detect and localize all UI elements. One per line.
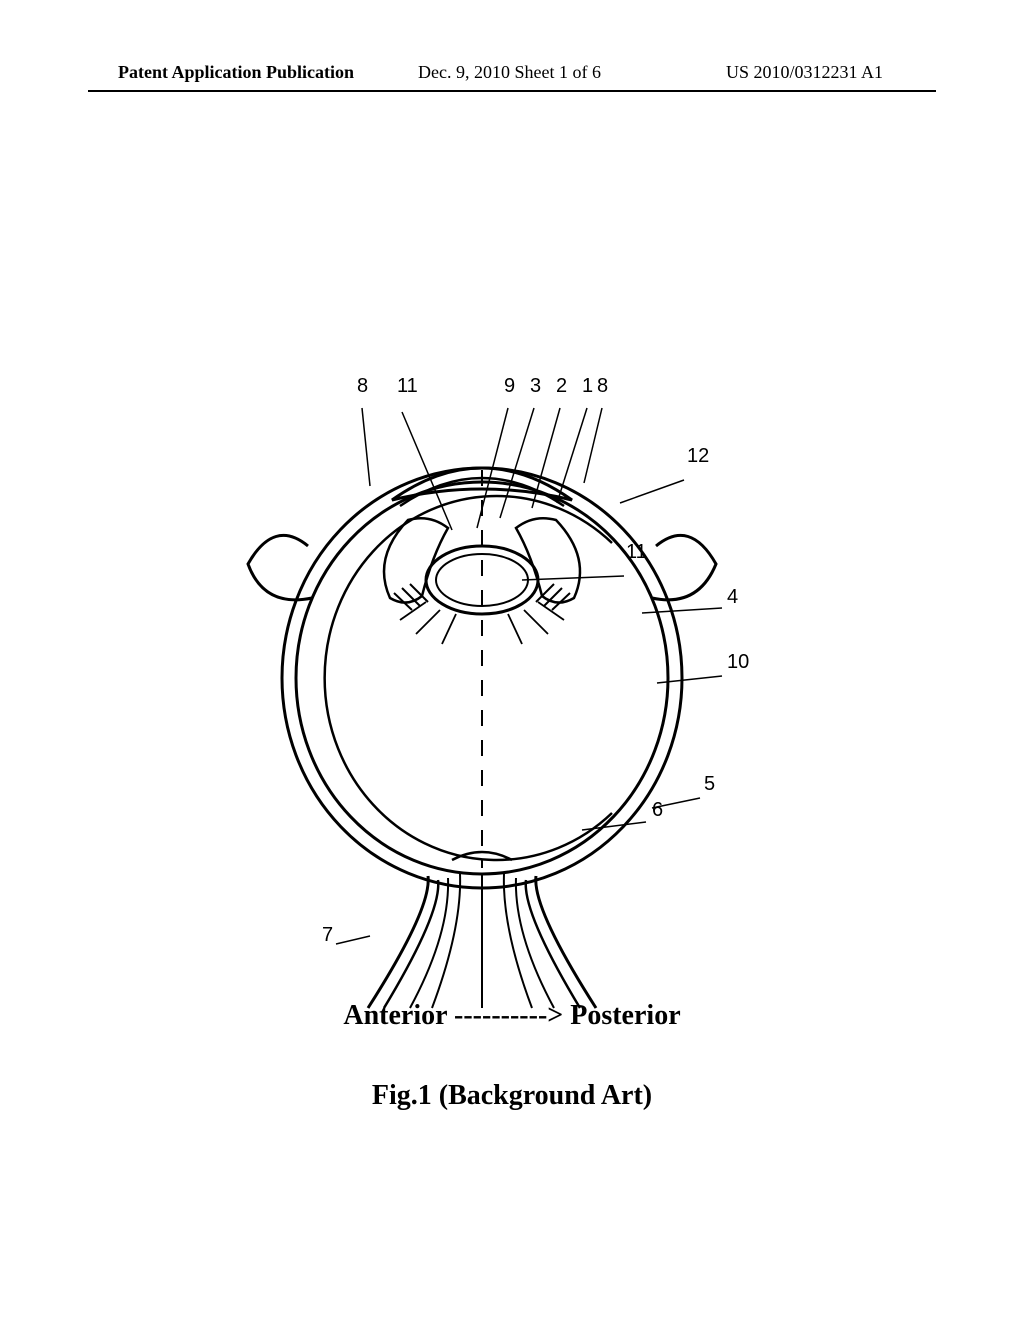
header-date: Dec. 9, 2010 Sheet 1 of 6 — [418, 62, 601, 83]
ref-5: 5 — [704, 773, 715, 795]
figure-caption: Fig.1 (Background Art) — [0, 1080, 1024, 1112]
ref-4: 4 — [727, 586, 738, 608]
header-left: Patent Application Publication — [118, 62, 354, 83]
page: Patent Application Publication Dec. 9, 2… — [0, 0, 1024, 1320]
ref-12: 12 — [687, 445, 709, 467]
ref-11: 11 — [397, 375, 418, 397]
reference-numerals: 123911881241056711 — [322, 375, 749, 946]
ref-3: 3 — [530, 375, 541, 397]
ref-2: 2 — [556, 375, 567, 397]
eye-diagram: 123911881241056711 — [200, 260, 824, 1080]
ref-11b: 11 — [626, 541, 647, 563]
ref-9: 9 — [504, 375, 515, 397]
header-pubno: US 2010/0312231 A1 — [726, 62, 883, 83]
ref-6: 6 — [652, 799, 663, 821]
ref-1: 1 — [582, 375, 593, 397]
header-rule — [88, 90, 936, 92]
ref-7: 7 — [322, 924, 333, 946]
ref-8b: 8 — [357, 375, 368, 397]
direction-caption: Anterior ----------> Posterior — [0, 1000, 1024, 1032]
ref-10: 10 — [727, 651, 749, 673]
figure-area: 123911881241056711 — [200, 260, 824, 1080]
page-header: Patent Application Publication Dec. 9, 2… — [0, 62, 1024, 92]
optic-nerve — [368, 852, 596, 1008]
ref-8: 8 — [597, 375, 608, 397]
